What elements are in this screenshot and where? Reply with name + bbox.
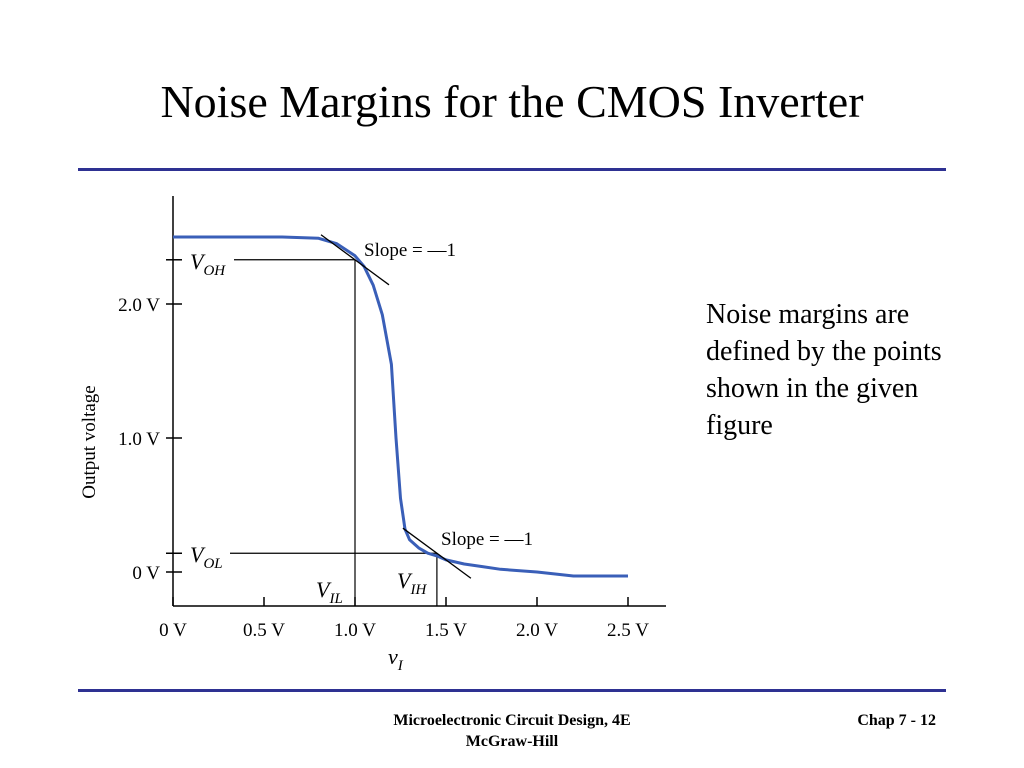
side-text: Noise margins are defined by the points … [706, 299, 942, 441]
bottom-divider [78, 689, 946, 692]
footer-publisher: McGraw-Hill [465, 733, 559, 750]
slope-tangent-upper [320, 234, 390, 286]
vil-label: VIL [316, 577, 343, 607]
x-tick-label: 0.5 V [243, 620, 285, 641]
slope-tangent-lower [402, 527, 472, 579]
x-tick-label: 1.0 V [334, 620, 376, 641]
y-tick-label: 1.0 V [118, 429, 160, 450]
vtc-chart: 0 V 0.5 V 1.0 V 1.5 V 2.0 V 2.5 V 0 V 1.0 V 2.0 … [79, 196, 666, 674]
footer-book-title: Microelectronic Circuit Design, 4E [393, 712, 631, 729]
footer-chapter: Chap 7 - 12 [857, 712, 936, 729]
x-tick-label: 2.5 V [607, 620, 649, 641]
top-divider [78, 168, 946, 171]
vtc-curve [173, 235, 628, 578]
y-tick-label: 2.0 V [118, 295, 160, 316]
y-tick-label: 0 V [132, 563, 160, 584]
y-axis-label: Output voltage [79, 385, 100, 498]
vih-label: VIH [397, 568, 427, 598]
footer-book-info: Microelectronic Circuit Design, 4E McGra… [300, 710, 724, 752]
slide-title: Noise Margins for the CMOS Inverter [160, 76, 864, 127]
x-axis-label: vI [388, 644, 404, 674]
vol-label: VOL [190, 542, 223, 572]
x-tick-label: 1.5 V [425, 620, 467, 641]
voh-label: VOH [190, 249, 226, 279]
slope-label-lower: Slope = —1 [441, 529, 533, 550]
slope-label-upper: Slope = —1 [364, 240, 456, 261]
x-tick-label: 2.0 V [516, 620, 558, 641]
x-tick-label: 0 V [159, 620, 187, 641]
